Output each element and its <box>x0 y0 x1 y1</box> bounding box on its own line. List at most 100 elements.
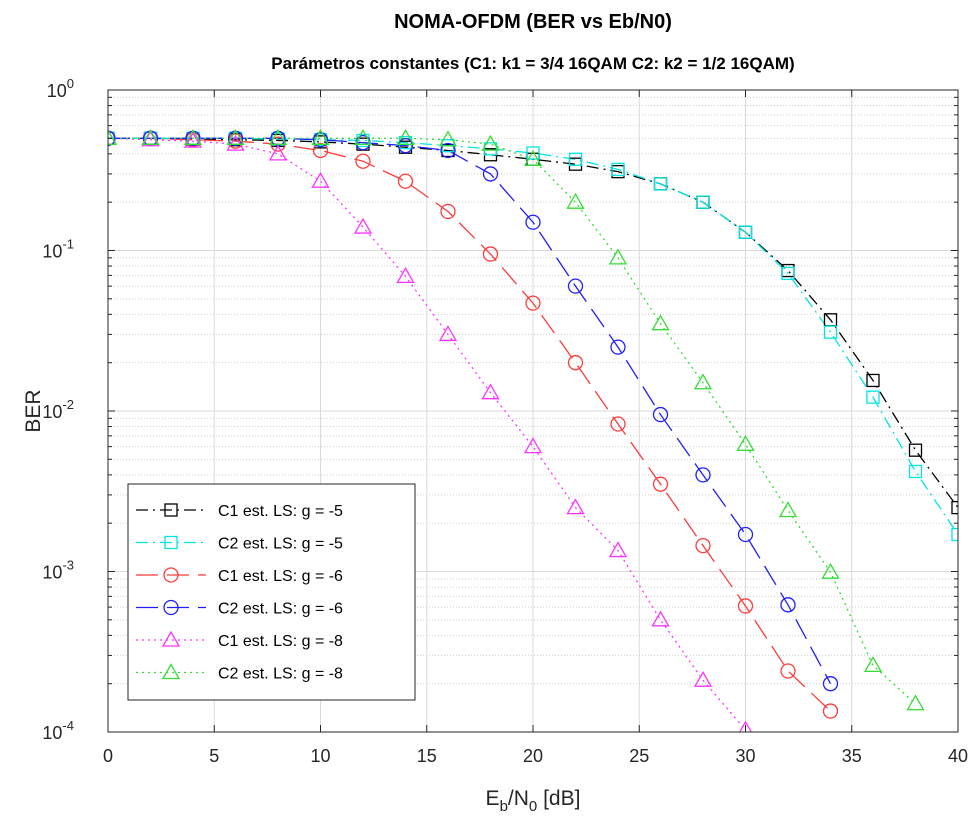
data-point-s5 <box>481 383 500 400</box>
legend-marker-3 <box>163 567 179 583</box>
data-point-s6 <box>608 248 628 265</box>
data-point-s6 <box>863 656 883 673</box>
data-point-s4 <box>397 138 414 154</box>
data-point-s5 <box>693 670 713 687</box>
data-point-s3 <box>482 246 499 262</box>
data-point-s5 <box>566 498 585 515</box>
y-tick-base: 10 <box>42 402 62 422</box>
data-point-s5 <box>651 610 670 627</box>
legend-marker-2 <box>164 535 178 550</box>
x-tick-label: 30 <box>735 746 755 766</box>
y-tick-exponent: -3 <box>62 558 74 573</box>
data-point-s2 <box>696 195 710 209</box>
data-point-s6 <box>693 373 713 390</box>
data-point-s6 <box>481 134 500 151</box>
data-point-s3 <box>397 173 414 189</box>
data-point-s6 <box>396 129 415 145</box>
data-point-s2 <box>738 225 753 239</box>
series-line-5 <box>108 137 746 731</box>
legend: C1 est. LS: g = -5 C2 est. LS: g = -5 C1 e… <box>127 483 416 701</box>
y-axis-label: BER <box>22 389 45 432</box>
data-point-s4 <box>695 467 711 483</box>
y-tick-label: 10-2 <box>42 397 74 422</box>
data-point-s4 <box>440 142 456 159</box>
x-label-e: E <box>486 787 500 810</box>
data-point-s3 <box>567 355 584 371</box>
data-point-s5 <box>268 144 288 161</box>
data-point-s4 <box>482 166 499 182</box>
x-tick-label: 20 <box>523 746 543 766</box>
data-point-s4 <box>567 278 584 294</box>
data-point-s3 <box>780 663 796 679</box>
data-point-s3 <box>610 416 626 432</box>
data-point-s6 <box>268 129 288 145</box>
chart-subtitle: Parámetros constantes (C1: k1 = 3/4 16QA… <box>271 54 794 73</box>
data-point-s3 <box>525 295 541 311</box>
data-point-s5 <box>438 325 458 342</box>
data-point-s4 <box>525 214 541 230</box>
data-point-s4 <box>652 406 669 423</box>
x-tick-label: 40 <box>948 746 968 766</box>
data-point-s5 <box>141 130 160 147</box>
y-tick-label: 10-3 <box>42 558 74 583</box>
data-point-s5 <box>396 267 415 284</box>
y-tick-base: 10 <box>47 81 67 101</box>
x-tick-label: 15 <box>417 746 437 766</box>
data-point-s5 <box>311 171 330 188</box>
legend-label-3: C1 est. LS: g = -6 <box>218 568 343 585</box>
data-point-s6 <box>183 129 203 145</box>
x-tick-label: 0 <box>103 746 113 766</box>
data-point-s4 <box>108 130 116 146</box>
data-point-s4 <box>780 597 796 613</box>
series-line-3 <box>108 137 831 712</box>
data-point-s6 <box>353 129 373 145</box>
x-tick-label: 25 <box>629 746 649 766</box>
data-point-s3 <box>652 476 669 492</box>
data-point-s6 <box>108 129 118 145</box>
data-point-s3 <box>355 153 371 169</box>
data-point-s2 <box>823 325 838 339</box>
data-point-s5 <box>608 541 628 558</box>
data-point-s3 <box>312 142 329 159</box>
data-point-s1 <box>908 443 923 457</box>
data-point-s6 <box>141 129 160 145</box>
x-label-unit: [dB] <box>537 787 580 810</box>
legend-label-6: C2 est. LS: g = -8 <box>218 666 343 683</box>
data-point-s2 <box>951 527 958 542</box>
data-point-s2 <box>483 142 498 156</box>
data-point-s6 <box>438 130 458 147</box>
x-label-sub-0: 0 <box>529 798 537 815</box>
legend-label-2: C2 est. LS: g = -5 <box>218 536 343 553</box>
data-point-s3 <box>822 703 839 719</box>
data-point-s2 <box>611 162 625 177</box>
data-point-s2 <box>866 390 880 404</box>
data-point-s6 <box>736 435 755 451</box>
y-tick-exponent: -1 <box>62 237 74 252</box>
data-point-s1 <box>866 373 880 388</box>
data-point-s6 <box>566 192 585 209</box>
data-point-s5 <box>226 134 245 151</box>
legend-marker-6 <box>161 663 181 680</box>
data-point-s4 <box>312 132 329 148</box>
data-point-s3 <box>737 598 754 614</box>
data-point-s4 <box>737 526 754 543</box>
data-point-s5 <box>183 131 203 148</box>
y-tick-exponent: -2 <box>62 397 74 412</box>
x-tick-label: 5 <box>209 746 219 766</box>
legend-marker-5 <box>161 630 181 647</box>
data-point-s2 <box>653 177 668 191</box>
data-point-s6 <box>651 314 670 331</box>
legend-marker-4 <box>163 599 179 616</box>
data-point-s2 <box>108 131 115 145</box>
data-point-s6 <box>311 129 330 145</box>
legend-label-1: C1 est. LS: g = -5 <box>218 503 343 520</box>
y-tick-exponent: 0 <box>67 76 74 91</box>
y-tick-exponent: -4 <box>62 718 74 733</box>
data-point-s6 <box>821 562 840 579</box>
y-tick-label: 10-1 <box>42 237 74 262</box>
data-point-s2 <box>908 464 923 479</box>
data-point-s6 <box>523 149 543 166</box>
